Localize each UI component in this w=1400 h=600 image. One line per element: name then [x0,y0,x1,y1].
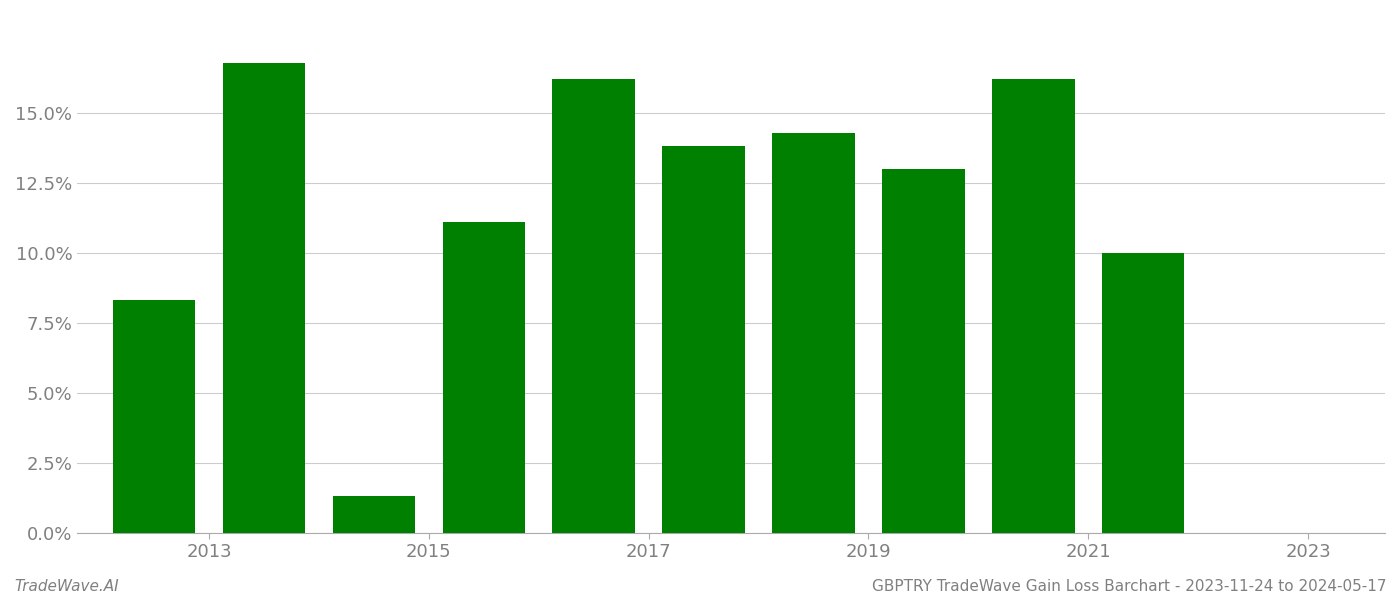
Bar [442,222,525,533]
Bar [993,79,1075,533]
Text: GBPTRY TradeWave Gain Loss Barchart - 2023-11-24 to 2024-05-17: GBPTRY TradeWave Gain Loss Barchart - 20… [871,579,1386,594]
Text: TradeWave.AI: TradeWave.AI [14,579,119,594]
Bar [113,301,195,533]
Bar [223,62,305,533]
Bar [882,169,965,533]
Bar [662,146,745,533]
Bar [333,496,414,533]
Bar [553,79,634,533]
Bar [773,133,855,533]
Bar [1102,253,1184,533]
